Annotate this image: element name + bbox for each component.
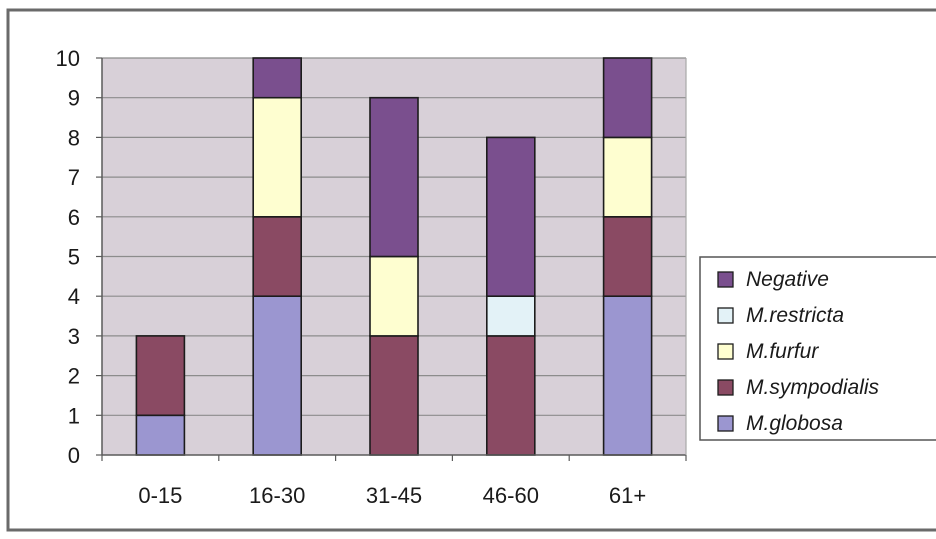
legend-label-m-furfur: M.furfur [746, 340, 819, 363]
bar-segment-m-restricta-46-60 [485, 295, 536, 337]
x-tick-label: 16-30 [249, 483, 305, 508]
legend-label-negative: Negative [746, 268, 829, 291]
bar-segment-m-furfur-61 [602, 136, 653, 218]
bar-segment-m-sympodialis-46-60 [485, 335, 536, 456]
y-tick-label: 5 [68, 245, 80, 270]
bars [135, 57, 653, 456]
bar-segment-negative-61 [602, 57, 653, 139]
legend-box [699, 256, 936, 441]
legend-swatch-m-furfur [717, 343, 734, 360]
legend-swatch-negative [717, 271, 734, 288]
axes [96, 57, 687, 461]
x-tick-label: 31-45 [366, 483, 422, 508]
x-tick-label: 46-60 [483, 483, 539, 508]
y-tick-label: 10 [56, 46, 80, 71]
y-tick-label: 9 [68, 86, 80, 111]
x-axis-tick-labels: 0-15 16-30 31-45 46-60 61+ [138, 483, 646, 508]
legend-swatch-m-sympodialis [717, 379, 734, 396]
bar-segment-m-globosa-61 [602, 295, 653, 456]
y-tick-label: 4 [68, 284, 80, 309]
legend-label-m-sympodialis: M.sympodialis [746, 376, 880, 399]
x-tick-label: 0-15 [138, 483, 182, 508]
y-tick-label: 8 [68, 125, 80, 150]
y-axis-tick-labels: 0 1 2 3 4 5 6 7 8 9 10 [56, 46, 80, 468]
y-tick-label: 0 [68, 443, 80, 468]
legend: Negative M.restricta M.furfur M.sympodialis… [699, 256, 936, 441]
bar-segment-m-sympodialis-31-45 [369, 335, 419, 456]
legend-swatch-m-restricta [717, 307, 734, 324]
bar-segment-m-globosa-0-15 [135, 414, 186, 456]
bar-segment-m-sympodialis-61 [602, 216, 653, 298]
bar-segment-m-sympodialis-16-30 [252, 216, 302, 298]
legend-label-m-globosa: M.globosa [746, 412, 843, 435]
x-tick-label: 61+ [609, 483, 646, 508]
bar-segment-negative-46-60 [485, 136, 536, 297]
y-tick-label: 7 [68, 165, 80, 190]
y-tick-label: 2 [68, 364, 80, 389]
y-tick-label: 6 [68, 205, 80, 230]
legend-swatch-m-globosa [717, 415, 734, 432]
bar-segment-negative-16-30 [252, 57, 302, 99]
legend-label-m-restricta: M.restricta [746, 304, 844, 327]
bar-segment-m-sympodialis-0-15 [135, 335, 186, 417]
y-tick-label: 3 [68, 324, 80, 349]
y-tick-label: 1 [68, 403, 80, 428]
bar-segment-m-furfur-16-30 [252, 96, 302, 218]
bar-segment-negative-31-45 [369, 96, 419, 258]
bar-segment-m-globosa-16-30 [252, 295, 302, 456]
bar-segment-m-furfur-31-45 [369, 255, 419, 337]
